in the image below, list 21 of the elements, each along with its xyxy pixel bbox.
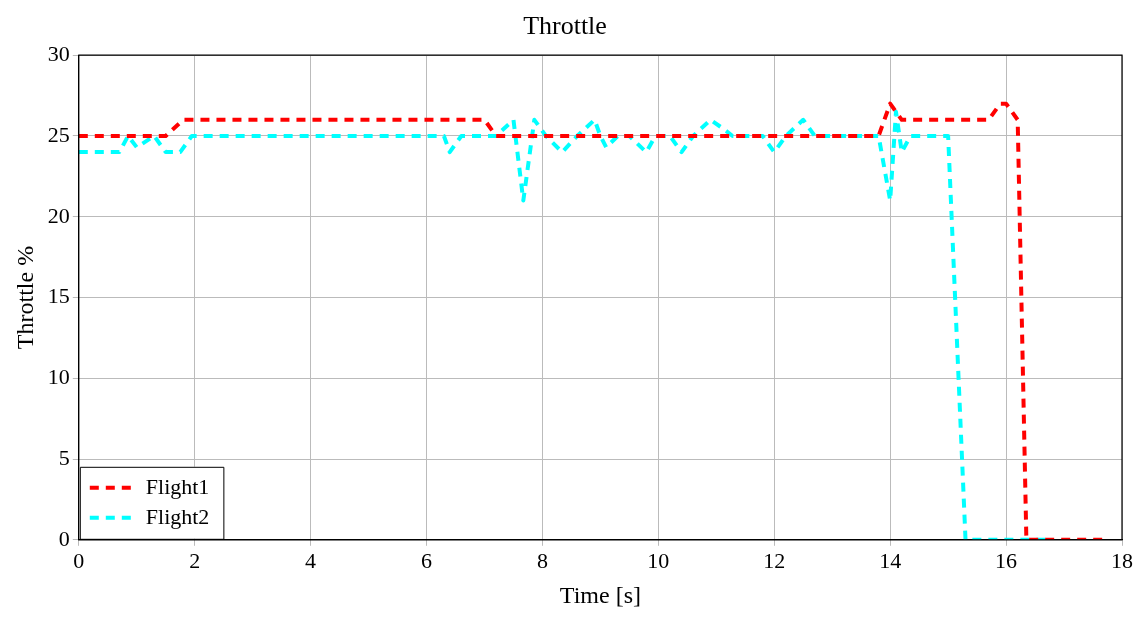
chart-title: Throttle [523,11,607,41]
x-axis-title: Time [s] [559,581,641,608]
y-tick-label: 20 [47,202,70,228]
y-tick-label: 15 [47,283,70,309]
y-tick-label: 0 [58,525,70,551]
y-tick-label: 5 [58,444,70,470]
legend-label: Flight2 [145,503,210,529]
y-axis-title: Throttle % [11,245,38,350]
x-tick-label: 16 [995,547,1018,573]
x-tick-label: 10 [647,547,670,573]
legend-label: Flight1 [145,473,210,499]
x-tick-label: 2 [189,547,201,573]
x-tick-label: 6 [421,547,433,573]
y-tick-label: 25 [47,121,70,147]
x-tick-label: 12 [763,547,786,573]
x-tick-label: 14 [879,547,902,573]
x-tick-label: 4 [305,547,317,573]
y-tick-label: 30 [47,40,70,66]
x-tick-label: 8 [536,547,548,573]
y-tick-label: 10 [47,364,70,390]
x-tick-label: 18 [1111,547,1133,573]
